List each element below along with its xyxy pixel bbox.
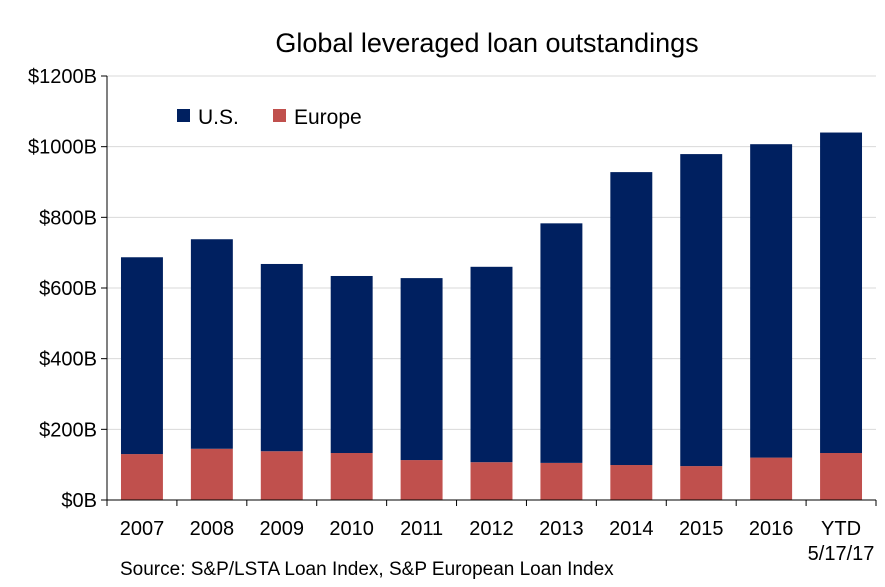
x-tick-label: 2012: [469, 518, 514, 540]
legend-label: Europe: [294, 106, 362, 129]
x-tick-label: 2010: [329, 518, 374, 540]
y-tick-label: $200B: [39, 419, 97, 441]
bar-europe-3: [330, 453, 373, 500]
y-tick-label: $1000B: [28, 137, 97, 159]
legend-swatch: [177, 109, 190, 122]
legend-swatch: [273, 109, 286, 122]
chart-title: Global leveraged loan outstandings: [275, 28, 698, 58]
x-axis-ticks: 2007 2008 2009 2010 2011 2012 2013 2014 2015 2016…: [106, 500, 877, 565]
y-axis-ticks: $0B $200B $400B $600B $800B $1000B $1200B: [28, 66, 107, 512]
bar-us-1: [190, 239, 233, 449]
bar-us-5: [470, 266, 513, 463]
x-tick-label: 2008: [190, 518, 235, 540]
source-note: Source: S&P/LSTA Loan Index, S&P Europea…: [120, 559, 614, 580]
bar-europe-10: [820, 453, 863, 500]
y-tick-label: $600B: [39, 278, 97, 300]
bar-us-7: [610, 172, 653, 466]
bar-us-8: [680, 154, 723, 467]
x-tick-label: 2007: [120, 518, 165, 540]
bar-europe-2: [260, 451, 303, 500]
bar-europe-6: [540, 462, 583, 500]
bar-us-4: [400, 278, 443, 461]
bar-europe-0: [120, 454, 163, 500]
x-tick-label: 2011: [400, 518, 443, 540]
legend: U.S. Europe: [177, 106, 362, 129]
bar-us-10: [820, 132, 863, 454]
bar-europe-8: [680, 466, 723, 500]
bar-europe-4: [400, 460, 443, 500]
y-tick-label: $0B: [61, 490, 97, 512]
bar-europe-9: [750, 457, 793, 500]
bar-europe-7: [610, 465, 653, 500]
x-tick-label: 2013: [539, 518, 584, 540]
bars: [120, 132, 863, 500]
bar-us-9: [750, 144, 793, 458]
bar-us-3: [330, 275, 373, 454]
legend-label: U.S.: [198, 106, 239, 129]
bar-europe-1: [190, 448, 233, 500]
bar-us-2: [260, 263, 303, 452]
x-tick-label: YTD: [821, 518, 861, 540]
bar-europe-5: [470, 462, 513, 500]
bar-us-0: [120, 257, 163, 455]
y-tick-label: $1200B: [28, 66, 97, 88]
x-tick-label: 5/17/17: [808, 543, 875, 565]
x-tick-label: 2016: [749, 518, 794, 540]
x-tick-label: 2009: [260, 518, 305, 540]
x-tick-label: 2014: [609, 518, 654, 540]
bar-us-6: [540, 223, 583, 463]
y-tick-label: $800B: [39, 207, 97, 229]
x-tick-label: 2015: [679, 518, 724, 540]
y-tick-label: $400B: [39, 349, 97, 371]
